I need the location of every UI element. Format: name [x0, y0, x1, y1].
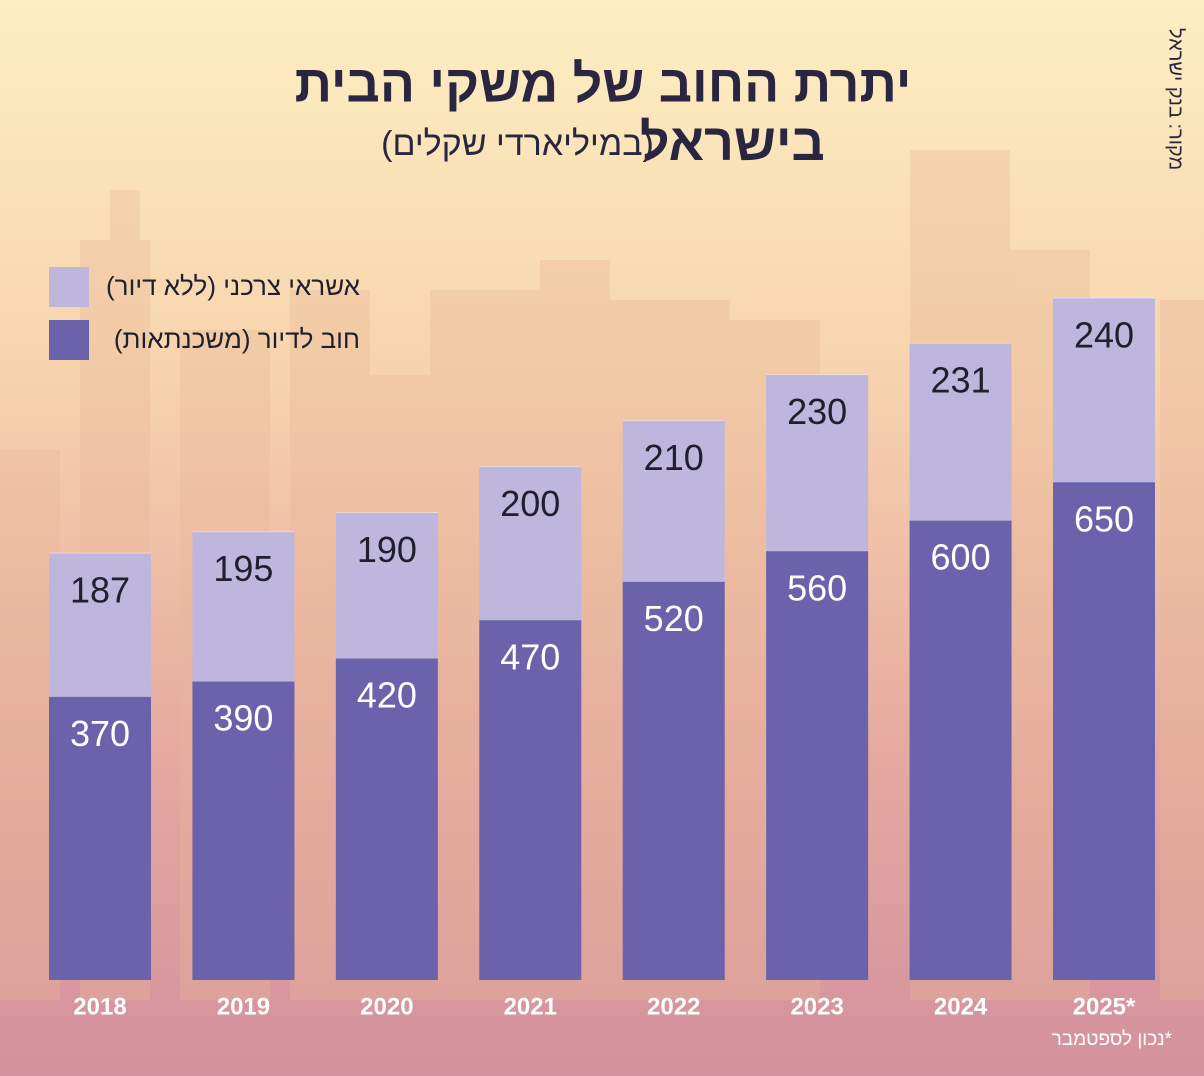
chart-subtitle: (במיליארדי שקלים)	[381, 125, 654, 163]
bar-segment	[49, 553, 151, 697]
bar-segment	[622, 581, 725, 980]
x-tick-label: 2021	[504, 993, 557, 1020]
x-tick-label: 2024	[934, 993, 988, 1020]
value-label: 370	[70, 713, 130, 754]
value-label: 231	[931, 360, 991, 401]
bar-segment	[766, 374, 869, 551]
legend-label: אשראי צרכני (ללא דיור)	[106, 271, 360, 301]
x-tick-label: 2019	[217, 993, 270, 1020]
x-tick-label: 2018	[73, 993, 126, 1020]
legend-swatch	[49, 320, 89, 360]
bar-segment	[909, 520, 1012, 980]
value-label: 200	[500, 483, 560, 524]
legend-label: חוב לדיור (משכנתאות)	[114, 324, 360, 354]
x-tick-label: 2023	[790, 993, 843, 1020]
bar-segment	[1053, 481, 1155, 980]
bar-segment	[479, 466, 582, 620]
value-label: 470	[500, 636, 560, 677]
bar-segment	[335, 658, 438, 980]
title-line: בישראל(במיליארדי שקלים)	[381, 114, 825, 172]
value-label: 190	[357, 529, 417, 570]
bar-segment	[49, 696, 151, 980]
x-tick-label: 2020	[360, 993, 413, 1020]
value-label: 230	[787, 391, 847, 432]
bar-segment	[192, 681, 295, 980]
bar-segment	[622, 420, 725, 582]
value-label: 240	[1074, 315, 1134, 356]
bar-segment	[909, 343, 1012, 521]
chart-title: יתרת החוב של משקי הבית	[295, 56, 912, 114]
bar-segment	[335, 512, 438, 659]
bar-segment	[479, 619, 582, 980]
footnote: *נכון לספטמבר	[1052, 1029, 1173, 1050]
value-label: 195	[213, 548, 273, 589]
value-label: 560	[787, 567, 847, 608]
value-label: 600	[931, 537, 991, 578]
legend-swatch	[49, 267, 89, 307]
bar-segment	[1053, 298, 1155, 482]
x-tick-label: 2022	[647, 993, 700, 1020]
plot: 370 187 2018 390 195 2019 420 190 2020 470 200 2021…	[49, 267, 1155, 1020]
value-label: 210	[644, 437, 704, 478]
value-label: 187	[70, 570, 130, 611]
bar-segment	[192, 531, 295, 682]
source: מקור: בנק ישראל	[1165, 28, 1187, 170]
x-tick-label: 2025*	[1073, 993, 1136, 1020]
value-label: 520	[644, 598, 704, 639]
value-label: 650	[1074, 498, 1134, 539]
value-label: 390	[213, 698, 273, 739]
chart-title: בישראל	[640, 114, 825, 172]
bar-segment	[766, 550, 869, 980]
value-label: 420	[357, 675, 417, 716]
